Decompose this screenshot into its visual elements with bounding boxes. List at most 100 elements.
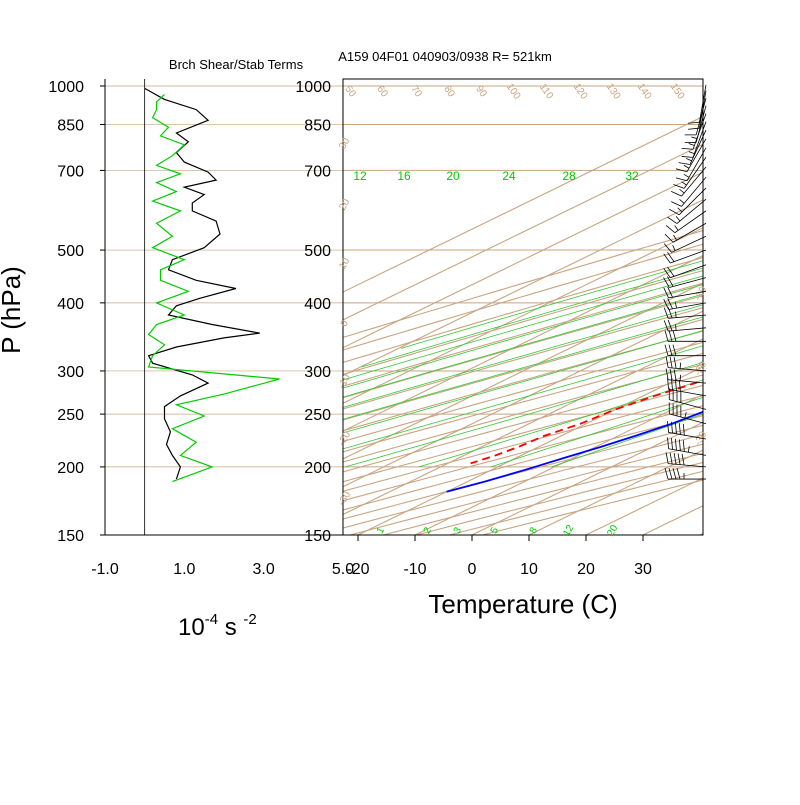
shear-unit-base: 10 (178, 614, 205, 641)
temp-x-tick: 30 (634, 561, 652, 578)
left-pressure-tick: 200 (57, 460, 84, 477)
wind-barb-flag (682, 156, 693, 157)
wind-barb-flag (666, 356, 668, 367)
isotherm-edge-label: -20 (692, 359, 709, 377)
wind-barb-flag (679, 439, 680, 450)
moist-adiabat (280, 79, 800, 467)
temp-x-tick: 10 (520, 561, 538, 578)
wind-barb-half-flag (686, 158, 691, 161)
moist-adiabat-label: 32 (625, 169, 639, 183)
moist-adiabat (180, 79, 800, 455)
shear-unit-mid: s (218, 614, 243, 641)
temperature-line (447, 86, 800, 492)
left-pressure-tick: 850 (57, 117, 84, 134)
isotherm-label: 20 (337, 197, 352, 213)
mixing-ratio-label: 12 (561, 523, 576, 539)
right-pressure-tick: 400 (304, 296, 331, 313)
isotherm-label: 30 (337, 136, 352, 152)
moist-adiabat-label: 28 (562, 169, 576, 183)
wind-barb-flag (665, 330, 668, 341)
isotherm-label: 10 (337, 256, 352, 272)
left-pressure-tick: 700 (57, 163, 84, 180)
isotherm-label: -20 (336, 429, 353, 447)
wind-barb-flag (666, 225, 675, 232)
moist-adiabat (362, 79, 800, 367)
wind-barb-flag (665, 345, 668, 356)
left-pressure-tick: 500 (57, 243, 84, 260)
wind-barb-flag (671, 438, 672, 449)
moist-adiabat (551, 79, 800, 467)
wind-barb-flag (671, 191, 681, 196)
shear-unit-label: 10-4 s -2 (178, 611, 257, 641)
wind-barb-flag (679, 163, 690, 165)
wind-barb-half-flag (676, 324, 677, 330)
wind-barb-staff (673, 223, 706, 242)
wind-barb-half-flag (676, 216, 680, 221)
shear-x-tick: 1.0 (173, 561, 195, 578)
wind-barb-half-flag (680, 189, 685, 193)
dry-adiabat-label: 100 (504, 82, 523, 102)
isotherm-label: 0 (339, 318, 352, 329)
shear-unit-exp1: -4 (205, 611, 218, 628)
right-pressure-tick: 300 (304, 364, 331, 381)
isotherm-line (757, 79, 800, 535)
isotherm-line (700, 79, 800, 535)
wind-barb-half-flag (689, 143, 695, 145)
wind-barb-half-flag (676, 312, 677, 318)
shear-unit-exp2: -2 (243, 611, 256, 628)
dry-adiabat-label: 110 (537, 82, 555, 102)
wind-barb-half-flag (684, 174, 689, 177)
moist-adiabat (180, 79, 800, 467)
moist-adiabat (345, 79, 800, 467)
wind-barb-flag (675, 439, 676, 450)
wind-barb-flag (682, 148, 693, 149)
wind-barb-half-flag (688, 446, 689, 452)
dewpoint-line (471, 85, 800, 464)
moist-adiabat (401, 79, 800, 348)
left-panel-title: Brch Shear/Stab Terms (169, 57, 304, 72)
isotherm-edge-label: -30 (692, 429, 709, 447)
wind-barb-flag (665, 468, 668, 479)
wind-barb-flag (664, 308, 668, 319)
wind-barb-flag (671, 202, 681, 207)
wind-barb-half-flag (682, 182, 687, 185)
right-pressure-tick: 250 (304, 407, 331, 424)
moist-adiabat-label: 20 (446, 169, 460, 183)
isotherm-label: -30 (336, 489, 353, 507)
left-pressure-tick: 300 (57, 364, 84, 381)
mixing-ratio-label: 5 (489, 525, 502, 536)
right-pressure-tick: 1000 (295, 79, 331, 96)
left-pressure-tick: 1000 (48, 79, 84, 96)
shear-term-line (145, 88, 260, 479)
wind-barb-flag (679, 423, 680, 434)
wind-barb-flag (673, 330, 676, 341)
dry-adiabat-label: 130 (604, 82, 623, 102)
wind-barb-half-flag (685, 412, 687, 418)
wind-barb-half-flag (675, 225, 678, 230)
moist-adiabat-label: 12 (353, 169, 367, 183)
wind-barb-flag (683, 440, 684, 451)
temp-x-tick: 20 (577, 561, 595, 578)
wind-barb-half-flag (691, 137, 697, 139)
wind-barb-staff (668, 328, 706, 331)
wind-barb-flag (669, 345, 672, 356)
wind-barb-flag (670, 453, 672, 464)
wind-barb-flag (673, 185, 684, 189)
main-title: A159 04F01 040903/0938 R= 521km (338, 49, 552, 64)
wind-barb-half-flag (684, 165, 689, 168)
x-axis-label: Temperature (C) (428, 589, 617, 619)
moist-adiabat-label: 24 (502, 169, 516, 183)
stability-term-line (149, 94, 280, 481)
wind-barb-flag (674, 357, 676, 368)
mixing-ratio-label: 20 (605, 523, 620, 539)
left-pressure-tick: 250 (57, 407, 84, 424)
right-pressure-tick: 200 (304, 460, 331, 477)
right-pressure-tick: 500 (304, 243, 331, 260)
wind-barb-flag (668, 421, 669, 432)
wind-barb-flag (679, 380, 680, 391)
temp-x-tick: -10 (403, 561, 426, 578)
wind-barb-half-flag (680, 375, 681, 381)
left-pressure-tick: 150 (57, 528, 84, 545)
